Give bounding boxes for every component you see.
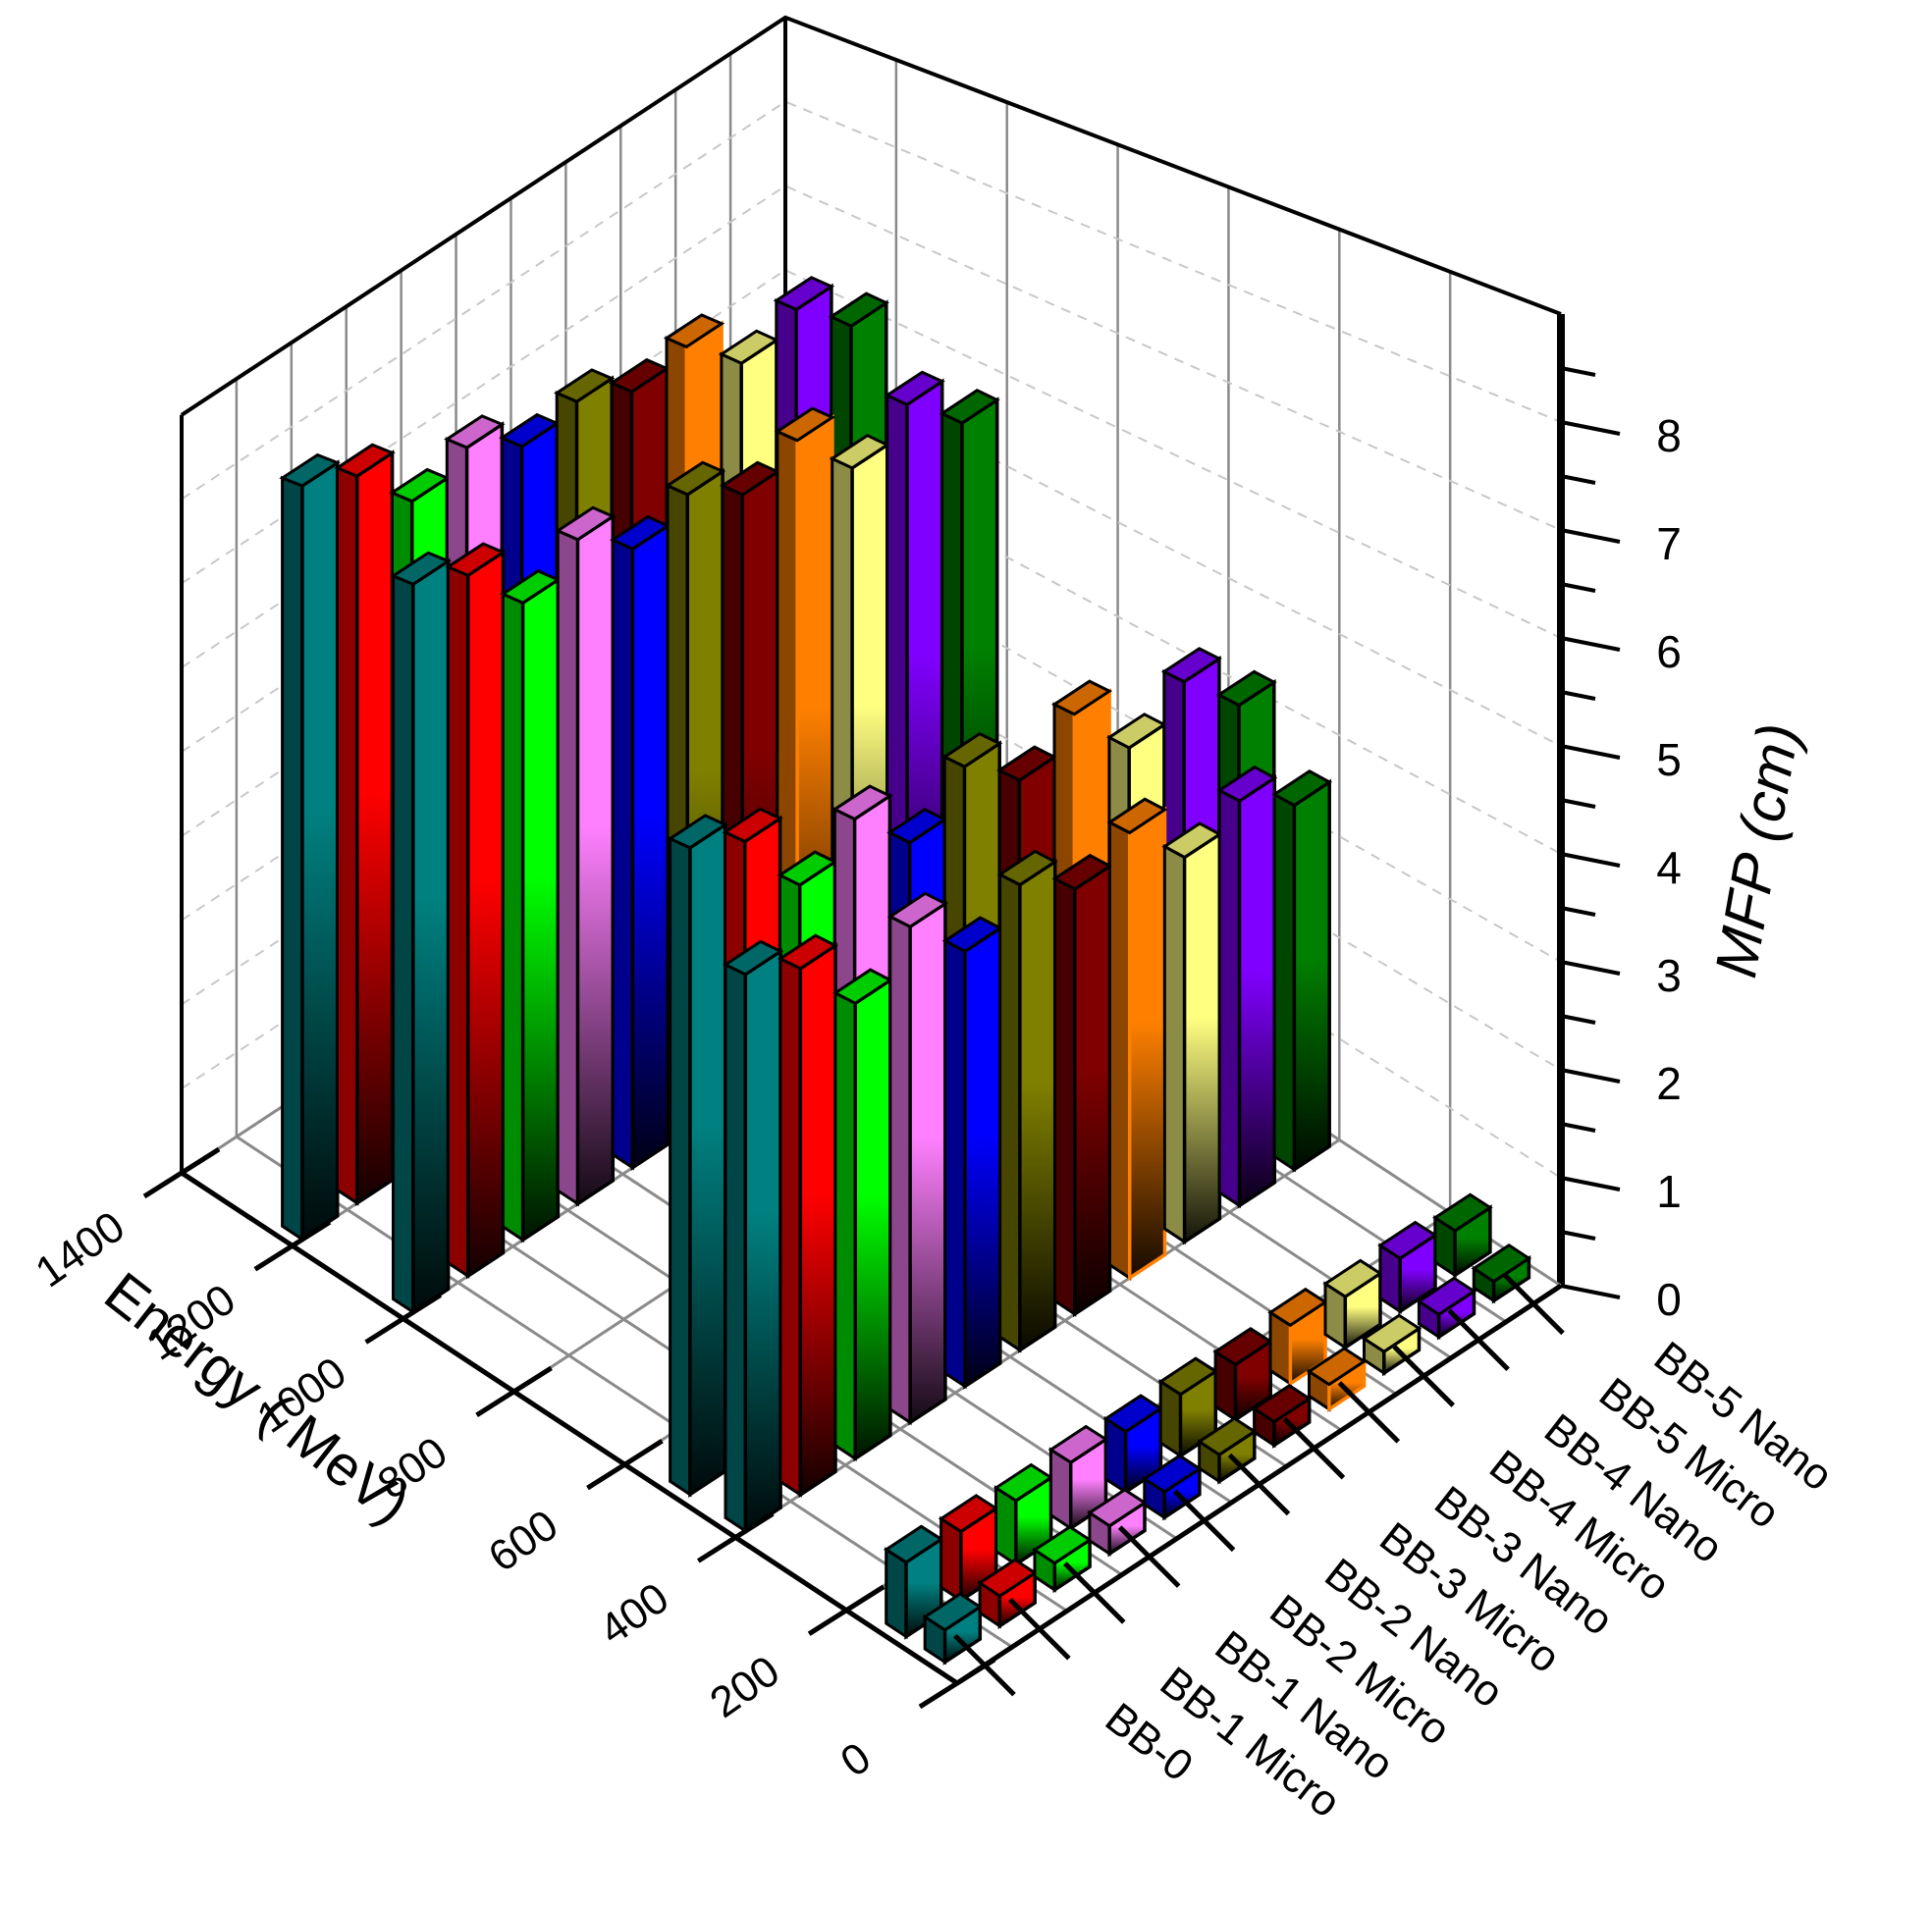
bar-bb-2-micro-E1000 (555, 505, 617, 1207)
bar-bb-4-micro-E0.5 (1306, 1347, 1368, 1413)
mfp-tick-label: 2 (1656, 1058, 1682, 1109)
bar-bb-0-E1200 (279, 452, 341, 1243)
bar-bb-5-nano-E400 (1271, 769, 1333, 1173)
bar-bb-1-micro-E1000 (445, 542, 507, 1280)
energy-tick-label: 200 (702, 1647, 788, 1727)
bar-bb-3-micro-E400 (996, 849, 1058, 1353)
bar-bb-4-micro-E400 (1106, 797, 1168, 1282)
bar-bb-3-micro-E1 (1157, 1356, 1219, 1459)
bar-bb-0-E1000 (390, 551, 452, 1316)
bar-bb-0-E1 (883, 1524, 944, 1640)
bar-bb-2-micro-E400 (886, 891, 948, 1426)
mfp-tick-label: 8 (1656, 410, 1682, 461)
bar-bb-1-nano-E1 (993, 1462, 1054, 1568)
energy-tick-label: 600 (480, 1501, 566, 1581)
bar-bb-3-nano-E1 (1212, 1327, 1273, 1423)
mfp-tick-label: 6 (1656, 626, 1682, 677)
mfp-tick-label: 5 (1656, 734, 1682, 785)
bar-bb-1-nano-E0.5 (1032, 1525, 1093, 1594)
bar-bb-1-micro-E0.5 (977, 1558, 1038, 1629)
bars-group (279, 276, 1532, 1666)
mfp-tick-label: 3 (1656, 950, 1682, 1001)
bar-bb-2-nano-E400 (941, 916, 1003, 1390)
bar-bb-5-nano-E1 (1432, 1192, 1493, 1279)
bar-bb-0-E500 (667, 814, 728, 1498)
mfp-tick-label: 7 (1656, 518, 1682, 569)
bar-bb-5-micro-E400 (1216, 765, 1278, 1209)
bar-bb-2-nano-E1000 (609, 514, 671, 1171)
energy-tick-label: 0 (832, 1733, 880, 1786)
bar-bb-5-nano-E0.5 (1471, 1244, 1532, 1304)
bar-bb-2-micro-E0.5 (1087, 1488, 1148, 1558)
bar-bb-5-micro-E1 (1377, 1220, 1438, 1315)
energy-axis-title: Energy ( MeV) (93, 1260, 422, 1536)
bar-bb-4-nano-E400 (1161, 821, 1223, 1245)
bar-bb-2-micro-E1 (1047, 1424, 1109, 1532)
mfp-axis-title: MFP (cm) (1702, 718, 1811, 982)
mfp-tick-label: 0 (1656, 1274, 1682, 1325)
axes-group (142, 366, 1621, 1710)
bar-bb-3-nano-E400 (1051, 853, 1113, 1318)
bar-bb-1-micro-E1200 (334, 443, 396, 1207)
bar-bb-1-nano-E1000 (500, 568, 562, 1244)
mfp-tick-label: 4 (1656, 842, 1682, 893)
bar-bb-1-micro-E400 (777, 933, 838, 1499)
bar-bb-2-nano-E0.5 (1142, 1454, 1203, 1521)
mfp-tick-label: 1 (1656, 1166, 1682, 1217)
energy-tick-label: 400 (591, 1573, 677, 1654)
bar-bb-5-micro-E0.5 (1416, 1276, 1477, 1341)
bar-bb-1-nano-E400 (832, 968, 893, 1462)
bar-bb-0-E400 (722, 939, 784, 1535)
